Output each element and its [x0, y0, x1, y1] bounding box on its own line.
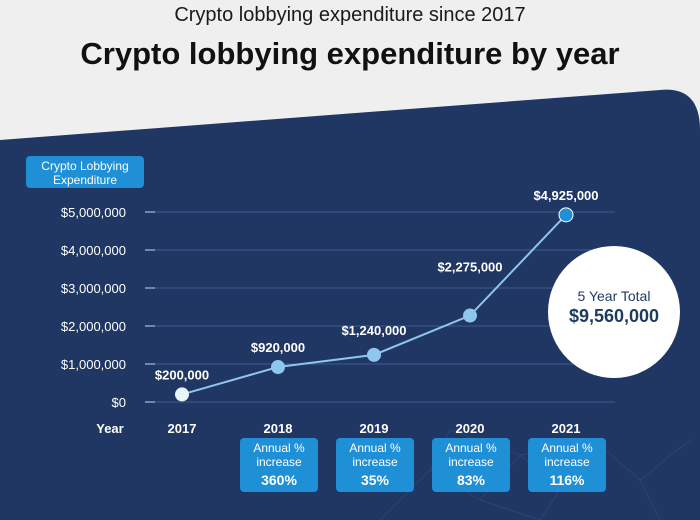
data-labels: $200,000 $920,000 $1,240,000 $2,275,000 $4,9… [155, 188, 599, 383]
decoration-line [379, 469, 431, 520]
total-value: $9,560,000 [568, 306, 660, 326]
data-point [558, 207, 574, 223]
increase-value: 83% [456, 472, 486, 488]
data-point [271, 360, 285, 375]
data-label: $920,000 [251, 340, 305, 355]
increase-label: Annual % increase [349, 441, 401, 469]
gridlines [145, 211, 615, 403]
y-axis-ticks: $0 $1,000,000 $2,000,000 $3,000,000 $4,000,0… [61, 205, 126, 410]
y-tick-label: $4,000,000 [61, 243, 126, 258]
y-tick-label: $5,000,000 [61, 205, 126, 220]
increase-value: 360% [261, 472, 297, 488]
y-tick-label: $2,000,000 [61, 319, 126, 334]
data-label: $1,240,000 [341, 323, 406, 338]
x-tick-label: 2019 [360, 421, 389, 436]
data-label: $4,925,000 [533, 188, 598, 203]
decoration-line [639, 479, 661, 520]
data-label: $2,275,000 [437, 260, 502, 275]
decoration-line [479, 499, 541, 520]
x-axis-ticks: 2017 2018 2019 2020 2021 [168, 421, 581, 436]
increase-badge-2020: Annual % increase 83% [432, 438, 510, 492]
decoration-line [639, 439, 691, 481]
x-tick-label: 2020 [456, 421, 485, 436]
five-year-total-badge: 5 Year Total $9,560,000 [548, 246, 680, 378]
data-point [175, 387, 189, 402]
decoration-line [599, 444, 641, 481]
y-tick-label: $1,000,000 [61, 357, 126, 372]
data-point [367, 347, 381, 362]
data-points [175, 207, 574, 402]
increase-badge-2018: Annual % increase 360% [240, 438, 318, 492]
data-point [463, 308, 477, 323]
y-tick-label: $3,000,000 [61, 281, 126, 296]
increase-badge-2019: Annual % increase 35% [336, 438, 414, 492]
x-tick-label: 2017 [168, 421, 197, 436]
x-axis-label: Year [96, 421, 123, 436]
increase-label: Annual % increase [445, 441, 497, 469]
increase-label: Annual % increase [253, 441, 305, 469]
increase-label: Annual % increase [541, 441, 593, 469]
chart-title: Crypto lobbying expenditure by year [80, 36, 620, 71]
total-label: 5 Year Total [577, 288, 651, 304]
x-tick-label: 2018 [264, 421, 293, 436]
y-axis-label-badge: Crypto Lobbying Expenditure [26, 156, 144, 188]
data-label: $200,000 [155, 367, 209, 382]
chart-panel [0, 89, 700, 520]
decoration-line [539, 489, 561, 520]
x-tick-label: 2021 [552, 421, 581, 436]
chart-subtitle: Crypto lobbying expenditure since 2017 [174, 4, 526, 26]
increase-value: 35% [360, 472, 390, 488]
y-tick-label: $0 [112, 395, 126, 410]
increase-badge-2021: Annual % increase 116% [528, 438, 606, 492]
increase-value: 116% [549, 472, 585, 488]
